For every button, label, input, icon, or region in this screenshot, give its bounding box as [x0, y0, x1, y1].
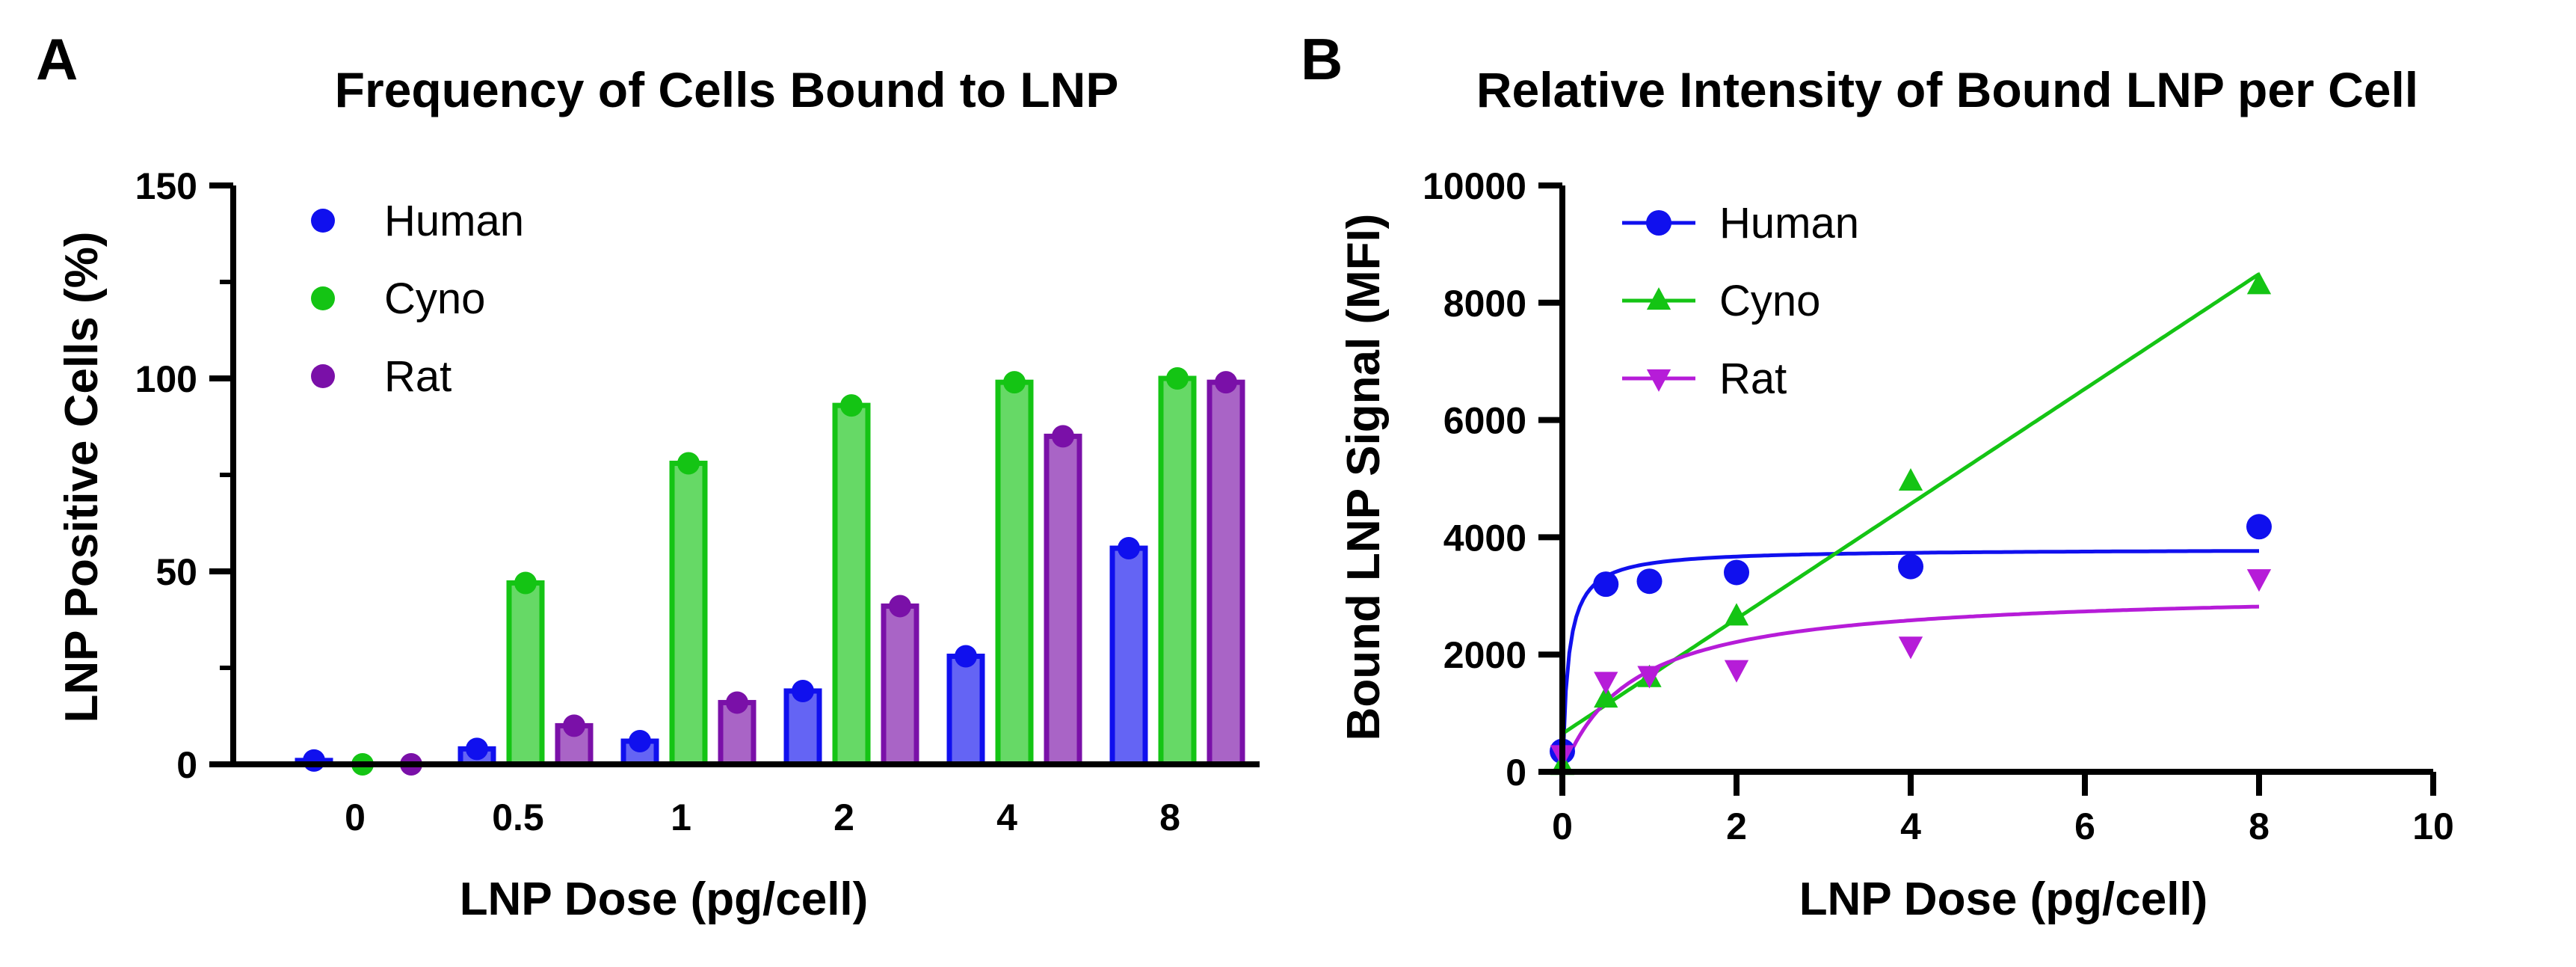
- panel-a-bars: [295, 367, 1245, 776]
- point-cyno-0-5: [514, 571, 537, 595]
- point-rat-8: [1215, 371, 1237, 394]
- legend-marker-rat: [311, 364, 335, 388]
- point-human-0: [303, 749, 325, 772]
- panel-a-title: Frequency of Cells Bound to LNP: [335, 62, 1119, 117]
- point-cyno-4: [1898, 468, 1923, 491]
- point-rat-3: [1724, 660, 1749, 683]
- panel-a: A Frequency of Cells Bound to LNP LNP Do…: [36, 26, 1260, 925]
- legend-label-rat: Rat: [384, 352, 452, 401]
- panel-b-axes: 0 2000 4000 6000 8000 10000 0 2 4 6 8 10: [1423, 165, 2454, 847]
- point-cyno-5: [2246, 271, 2272, 295]
- y-tick-label: 8000: [1443, 283, 1526, 325]
- point-human-2: [792, 679, 814, 702]
- legend-label-cyno: Cyno: [1719, 277, 1820, 325]
- legend-label-human: Human: [1719, 199, 1859, 248]
- point-human-0-5: [466, 737, 488, 761]
- legend-marker-cyno: [311, 286, 335, 310]
- panel-a-y-axis-label: LNP Positive Cells (%): [56, 232, 108, 723]
- y-tick-label: 0: [176, 744, 197, 786]
- panel-b-y-axis-label: Bound LNP Signal (MFI): [1338, 214, 1390, 741]
- panel-b-fit-curves: [1560, 272, 2261, 773]
- point-human-1: [629, 730, 651, 753]
- panel-a-axes: 0 0.5 1 2 4 8 0 50 100 150: [135, 165, 1260, 838]
- point-rat-2: [1637, 666, 1662, 689]
- x-tick-label: 2: [1726, 805, 1747, 847]
- y-tick-label: 2000: [1443, 634, 1526, 676]
- point-human-8: [1118, 537, 1140, 560]
- x-tick-label: 6: [2074, 805, 2095, 847]
- x-tick-label: 0.5: [492, 796, 544, 838]
- bar-rat-4: [1044, 433, 1082, 767]
- legend-marker-cyno: [1646, 287, 1671, 310]
- panel-b-points: [1550, 271, 2272, 776]
- point-human-2: [1636, 568, 1663, 595]
- bar-cyno-2: [832, 402, 871, 767]
- x-tick-label: 4: [996, 796, 1017, 838]
- point-rat-5: [2246, 569, 2272, 592]
- x-tick-label: 10: [2412, 805, 2454, 847]
- point-cyno-3: [1724, 603, 1749, 626]
- point-rat-1: [1594, 672, 1618, 695]
- panel-b: B Relative Intensity of Bound LNP per Ce…: [1301, 26, 2454, 925]
- bar-cyno-4: [995, 379, 1034, 767]
- x-tick-label: 2: [833, 796, 854, 838]
- point-rat-4: [1898, 636, 1923, 660]
- bar-cyno-8: [1158, 375, 1197, 767]
- point-human-5: [2246, 514, 2272, 540]
- legend-label-cyno: Cyno: [384, 274, 485, 323]
- y-tick-label: 6000: [1443, 400, 1526, 442]
- panel-a-x-axis-label: LNP Dose (pg/cell): [460, 874, 869, 925]
- legend-label-human: Human: [384, 197, 524, 245]
- point-cyno-4: [1003, 371, 1026, 394]
- legend-label-rat: Rat: [1719, 354, 1787, 403]
- point-human-4: [955, 645, 977, 668]
- x-tick-label: 0: [1552, 805, 1573, 847]
- bar-cyno-1: [669, 461, 708, 767]
- panel-b-title: Relative Intensity of Bound LNP per Cell: [1476, 62, 2418, 117]
- panel-a-legend: Human Cyno Rat: [311, 197, 524, 401]
- bar-human-8: [1109, 545, 1148, 767]
- x-tick-label: 8: [1159, 796, 1180, 838]
- bar-rat-2: [881, 603, 919, 767]
- x-tick-label: 1: [671, 796, 691, 838]
- x-tick-label: 0: [345, 796, 366, 838]
- x-tick-label: 4: [1900, 805, 1921, 847]
- y-tick-label: 0: [1506, 752, 1526, 793]
- point-rat-1: [726, 691, 748, 714]
- point-cyno-8: [1166, 367, 1189, 390]
- legend-marker-human: [311, 209, 335, 233]
- panel-b-x-axis-label: LNP Dose (pg/cell): [1799, 874, 2208, 925]
- fit-curve-rat: [1560, 604, 2260, 773]
- y-tick-label: 50: [155, 551, 197, 593]
- point-rat-4: [1052, 425, 1074, 448]
- point-cyno-2: [840, 394, 863, 417]
- panel-b-letter: B: [1301, 26, 1343, 92]
- panel-b-legend: Human Cyno Rat: [1622, 199, 1859, 403]
- panel-a-letter: A: [36, 26, 78, 92]
- bar-cyno-0-5: [506, 580, 545, 767]
- y-tick-label: 4000: [1443, 517, 1526, 559]
- point-human-3: [1724, 559, 1749, 586]
- point-rat-2: [889, 595, 911, 618]
- y-tick-label: 150: [135, 165, 197, 207]
- bar-human-4: [946, 654, 985, 767]
- point-human-1: [1593, 571, 1619, 598]
- legend-marker-rat: [1646, 369, 1671, 392]
- point-cyno-1: [1594, 685, 1618, 708]
- x-tick-label: 8: [2249, 805, 2270, 847]
- bar-rat-8: [1207, 379, 1245, 767]
- y-tick-label: 100: [135, 358, 197, 400]
- point-human-4: [1898, 553, 1923, 580]
- fit-curve-human: [1560, 549, 2259, 773]
- point-cyno-1: [677, 452, 700, 475]
- legend-marker-human: [1646, 210, 1671, 236]
- point-rat-0-5: [563, 714, 585, 737]
- y-tick-label: 10000: [1423, 165, 1526, 207]
